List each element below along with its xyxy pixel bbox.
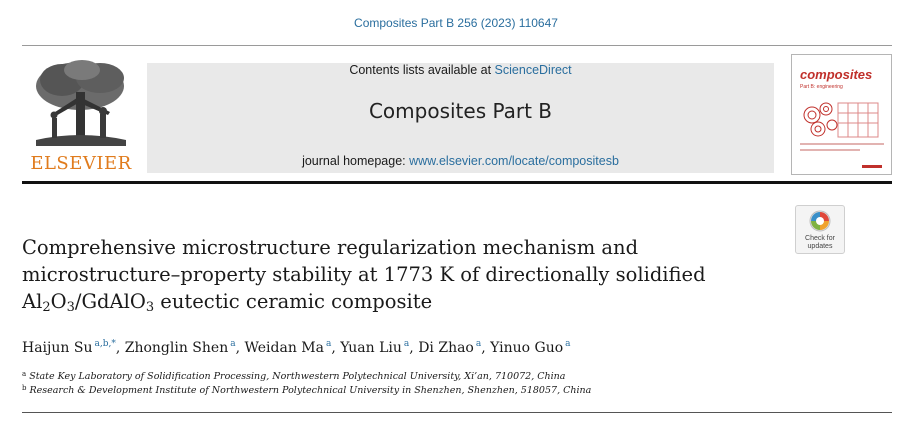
- publisher-logo[interactable]: ELSEVIER: [22, 56, 140, 176]
- author[interactable]: Weidan Ma a,: [244, 339, 341, 357]
- affiliation-label: b: [22, 384, 27, 392]
- journal-cover[interactable]: composites Part B: engineering: [791, 54, 892, 175]
- author-name[interactable]: Zhonglin Shen: [124, 340, 229, 356]
- contents-prefix: Contents lists available at: [349, 63, 495, 77]
- journal-citation[interactable]: Composites Part B 256 (2023) 110647: [354, 16, 558, 30]
- author-name[interactable]: Yinuo Guo: [490, 340, 564, 356]
- homepage-line: journal homepage: www.elsevier.com/locat…: [147, 154, 774, 168]
- contents-line: Contents lists available at ScienceDirec…: [147, 63, 774, 77]
- cover-subtitle: Part B: engineering: [800, 84, 843, 90]
- title-line-2: microstructure–property stability at 177…: [22, 263, 706, 286]
- author-separator: ,: [481, 340, 491, 356]
- author-affil-marker[interactable]: a: [475, 339, 482, 349]
- homepage-prefix: journal homepage:: [302, 154, 410, 168]
- author-affil-marker[interactable]: a: [403, 339, 410, 349]
- affiliation-text: State Key Laboratory of Solidification P…: [29, 371, 566, 382]
- title-al: Al: [22, 290, 43, 313]
- author-separator: ,: [235, 340, 245, 356]
- affiliation-label: a: [22, 370, 27, 378]
- title-line-3: Al2O3/GdAlO3 eutectic ceramic composite: [22, 288, 782, 315]
- journal-banner: Contents lists available at ScienceDirec…: [147, 63, 774, 173]
- author[interactable]: Di Zhao a,: [418, 339, 491, 357]
- author[interactable]: Haijun Su a,b,*,: [22, 339, 125, 357]
- cover-title: composites: [800, 67, 873, 82]
- check-for-updates-badge[interactable]: Check for updates: [795, 205, 845, 254]
- title-line-1: Comprehensive microstructure regularizat…: [22, 236, 639, 259]
- author[interactable]: Yinuo Guo a: [490, 339, 571, 357]
- title-o: O: [50, 290, 67, 313]
- header-divider: [22, 45, 892, 46]
- check-for-updates-icon: [809, 210, 831, 232]
- journal-homepage-link[interactable]: www.elsevier.com/locate/compositesb: [409, 154, 619, 168]
- affiliation-b: b Research & Development Institute of Nor…: [22, 384, 882, 397]
- check-line-1: Check for: [805, 235, 835, 242]
- publisher-wordmark: ELSEVIER: [30, 153, 132, 174]
- author[interactable]: Zhonglin Shen a,: [124, 339, 245, 357]
- title-rest: eutectic ceramic composite: [154, 290, 433, 313]
- elsevier-tree-icon: [36, 60, 126, 146]
- journal-title: Composites Part B: [368, 99, 553, 123]
- article-title: Comprehensive microstructure regularizat…: [22, 234, 782, 315]
- author-affil-marker[interactable]: a,b,*: [94, 339, 116, 349]
- check-for-updates-label: Check for updates: [796, 235, 844, 251]
- author-name[interactable]: Haijun Su: [22, 340, 93, 356]
- author-name[interactable]: Weidan Ma: [244, 340, 324, 356]
- affiliation-a: a State Key Laboratory of Solidification …: [22, 370, 882, 383]
- author-separator: ,: [331, 340, 341, 356]
- author[interactable]: Yuan Liu a,: [340, 339, 419, 357]
- affiliation-text: Research & Development Institute of Nort…: [29, 385, 592, 396]
- author-name[interactable]: Yuan Liu: [340, 340, 402, 356]
- author-separator: ,: [409, 340, 419, 356]
- sciencedirect-link[interactable]: ScienceDirect: [494, 63, 572, 77]
- title-o-sub: 3: [66, 300, 75, 315]
- masthead-divider: [22, 181, 892, 184]
- title-gdalo: /GdAlO: [74, 290, 146, 313]
- author-affil-marker[interactable]: a: [325, 339, 332, 349]
- author-separator: ,: [115, 340, 125, 356]
- title-gdalo-sub: 3: [145, 300, 155, 315]
- title-al-sub: 2: [42, 300, 51, 315]
- author-list: Haijun Su a,b,*, Zhonglin Shen a, Weidan M…: [22, 339, 882, 357]
- author-affil-marker[interactable]: a: [565, 339, 571, 349]
- author-affil-marker[interactable]: a: [230, 339, 236, 349]
- author-name[interactable]: Di Zhao: [418, 340, 474, 356]
- front-matter-divider: [22, 412, 892, 413]
- check-line-2: updates: [807, 243, 833, 250]
- cover-graphic-icon: [800, 102, 884, 168]
